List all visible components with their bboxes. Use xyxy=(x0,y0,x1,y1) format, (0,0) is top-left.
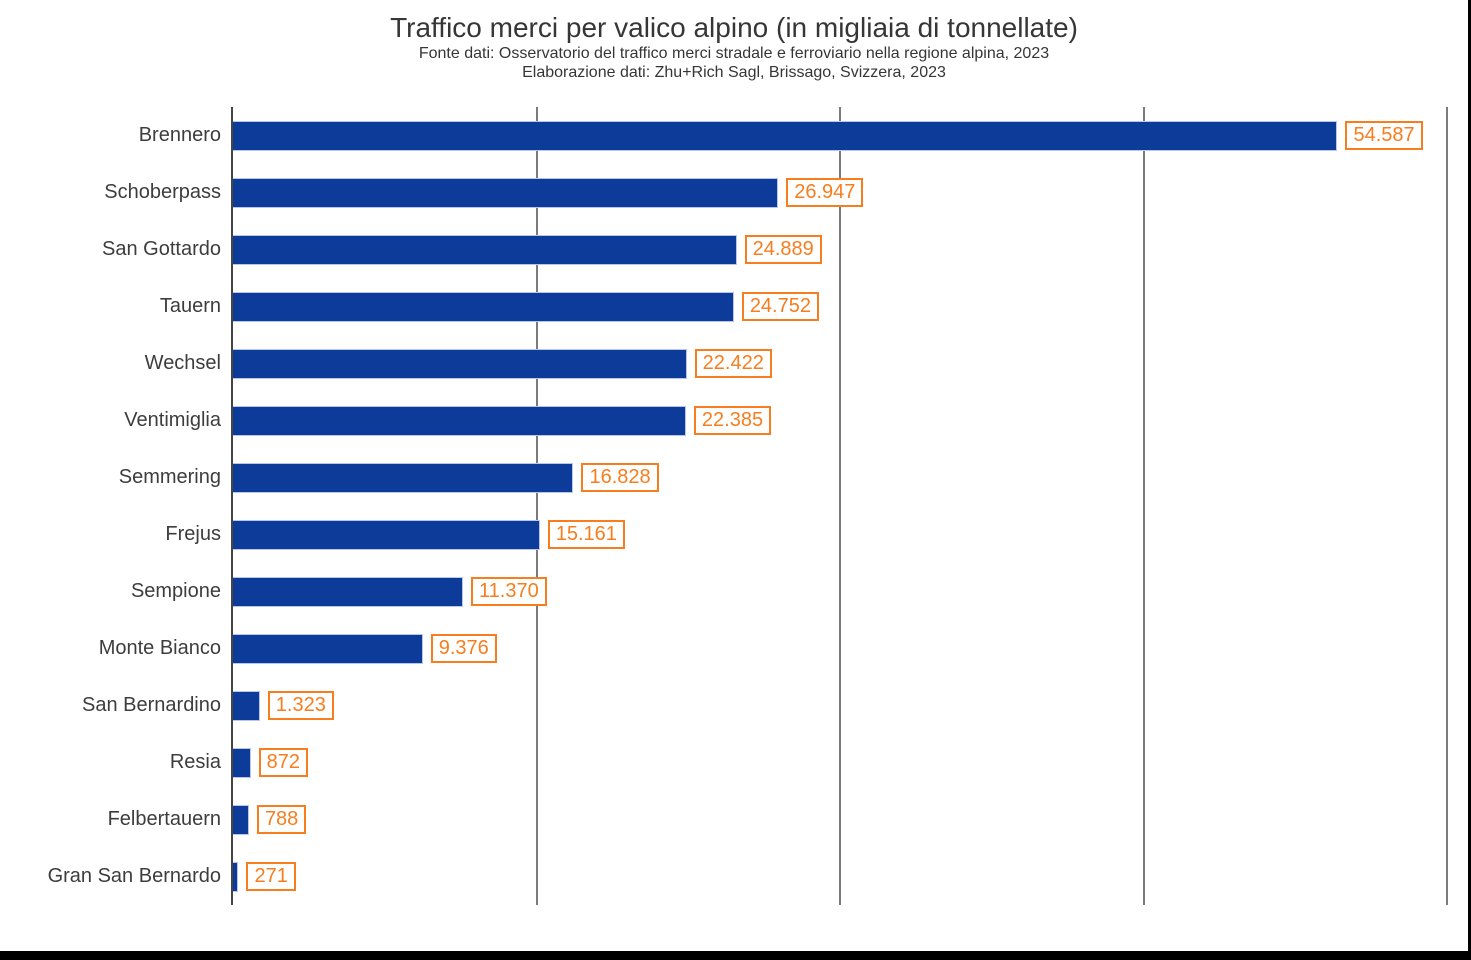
bar-track: 24.889 xyxy=(233,221,1447,278)
bar-track: 271 xyxy=(233,848,1447,905)
bar-track: 15.161 xyxy=(233,506,1447,563)
bar xyxy=(233,291,734,322)
category-label: Ventimiglia xyxy=(124,409,221,431)
bar-track: 26.947 xyxy=(233,164,1447,221)
frame-edge-bottom xyxy=(0,951,1471,960)
category-label: Sempione xyxy=(130,580,221,602)
category-label: Gran San Bernardo xyxy=(47,865,221,887)
bar xyxy=(233,633,423,664)
bar-row: Semmering 16.828 xyxy=(0,449,1447,506)
bar-track: 788 xyxy=(233,791,1447,848)
gridline xyxy=(1446,107,1448,905)
value-label: 22.385 xyxy=(693,406,772,435)
category-label: Resia xyxy=(169,751,221,773)
category-label: Monte Bianco xyxy=(98,637,221,659)
value-label: 26.947 xyxy=(786,178,864,207)
bar xyxy=(233,234,737,265)
bar xyxy=(233,177,779,208)
bar-row: Tauern 24.752 xyxy=(0,278,1447,335)
category-label: Wechsel xyxy=(144,352,221,374)
value-label: 24.889 xyxy=(744,235,822,264)
bar-row: Schoberpass 26.947 xyxy=(0,164,1447,221)
bar xyxy=(233,405,686,436)
category-label: Felbertauern xyxy=(107,808,221,830)
bar-track: 24.752 xyxy=(233,278,1447,335)
bar-track: 1.323 xyxy=(233,677,1447,734)
gridline xyxy=(1142,107,1145,905)
chart-subtitle-source: Fonte dati: Osservatorio del traffico me… xyxy=(418,45,1050,62)
bar-row: Brennero 54.587 xyxy=(0,107,1447,164)
bar-row: Wechsel 22.422 xyxy=(0,335,1447,392)
bar xyxy=(233,348,687,379)
bar xyxy=(233,120,1338,151)
bar-row: Frejus 15.161 xyxy=(0,506,1447,563)
bar-track: 22.422 xyxy=(233,335,1447,392)
value-label: 16.828 xyxy=(581,463,659,492)
bar-row: Felbertauern 788 xyxy=(0,791,1447,848)
y-axis-line xyxy=(231,107,233,905)
gridline xyxy=(839,107,841,905)
category-label: Tauern xyxy=(159,295,221,317)
gridline-layer xyxy=(231,107,1448,905)
bar-row: Ventimiglia 22.385 xyxy=(0,392,1447,449)
bar-track: 872 xyxy=(233,734,1447,791)
bar-track: 9.376 xyxy=(233,620,1447,677)
category-label: San Gottardo xyxy=(102,238,221,260)
value-label: 22.422 xyxy=(694,349,772,378)
bar xyxy=(233,804,249,835)
bar-row: San Gottardo 24.889 xyxy=(0,221,1447,278)
frame-edge-right xyxy=(1468,0,1471,960)
bar-track: 22.385 xyxy=(233,392,1447,449)
value-label: 1.323 xyxy=(267,691,334,720)
bar-row: Sempione 11.370 xyxy=(0,563,1447,620)
value-label: 9.376 xyxy=(430,634,497,663)
category-label: Schoberpass xyxy=(104,181,221,203)
bar-row: Monte Bianco 9.376 xyxy=(0,620,1447,677)
bar-row: Resia 872 xyxy=(0,734,1447,791)
value-label: 11.370 xyxy=(471,577,547,606)
chart-subtitle-elaboration: Elaborazione dati: Zhu+Rich Sagl, Brissa… xyxy=(522,64,946,81)
category-label: San Bernardino xyxy=(82,694,221,716)
category-label: Semmering xyxy=(118,466,221,488)
bar-track: 11.370 xyxy=(233,563,1447,620)
bar xyxy=(233,576,464,607)
bar xyxy=(233,690,260,721)
value-label: 271 xyxy=(246,862,296,891)
chart-title: Traffico merci per valico alpino (in mig… xyxy=(390,12,1078,43)
value-label: 872 xyxy=(258,748,309,777)
bar xyxy=(233,861,239,892)
gridline xyxy=(535,107,538,905)
bar xyxy=(233,519,540,550)
bar xyxy=(233,462,574,493)
value-label: 54.587 xyxy=(1345,121,1423,150)
chart-rows: Brennero 54.587 Schoberpass 26.947 San G… xyxy=(0,107,1447,905)
value-label: 24.752 xyxy=(741,292,819,321)
bar-track: 54.587 xyxy=(233,107,1447,164)
value-label: 788 xyxy=(256,805,307,834)
bar xyxy=(233,747,251,778)
bar-row: San Bernardino 1.323 xyxy=(0,677,1447,734)
category-label: Frejus xyxy=(165,523,221,545)
bar-track: 16.828 xyxy=(233,449,1447,506)
category-label: Brennero xyxy=(138,124,221,146)
chart-header: Traffico merci per valico alpino (in mig… xyxy=(0,12,1468,82)
value-label: 15.161 xyxy=(547,520,625,549)
bar-row: Gran San Bernardo 271 xyxy=(0,848,1447,905)
